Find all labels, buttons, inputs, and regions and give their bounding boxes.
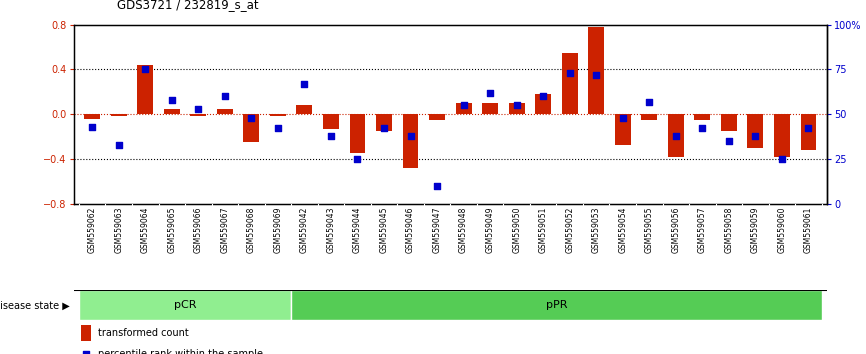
- Point: [324, 133, 338, 138]
- Text: GSM559052: GSM559052: [565, 206, 574, 252]
- Text: GSM559065: GSM559065: [167, 206, 177, 253]
- Text: GSM559050: GSM559050: [512, 206, 521, 253]
- Bar: [747, 114, 763, 148]
- Bar: [376, 114, 392, 131]
- Point: [563, 70, 577, 76]
- Point: [271, 126, 285, 131]
- Text: GSM559046: GSM559046: [406, 206, 415, 253]
- Point: [191, 106, 205, 112]
- Bar: [482, 103, 498, 114]
- Point: [430, 183, 444, 188]
- Text: percentile rank within the sample: percentile rank within the sample: [98, 348, 263, 354]
- Point: [510, 102, 524, 108]
- Bar: [535, 94, 551, 114]
- Text: GSM559043: GSM559043: [326, 206, 335, 253]
- Point: [456, 102, 470, 108]
- Bar: [81, 325, 91, 341]
- Bar: [164, 109, 180, 114]
- Point: [722, 138, 736, 144]
- Bar: [243, 114, 259, 142]
- Bar: [323, 114, 339, 129]
- Text: GSM559062: GSM559062: [87, 206, 97, 252]
- Point: [377, 126, 391, 131]
- Text: GSM559069: GSM559069: [274, 206, 282, 253]
- Bar: [403, 114, 418, 168]
- Point: [536, 93, 550, 99]
- Bar: [721, 114, 737, 131]
- Point: [298, 81, 312, 87]
- Point: [85, 124, 99, 130]
- Text: pPR: pPR: [546, 300, 567, 310]
- Point: [139, 67, 152, 72]
- Bar: [270, 114, 286, 116]
- Bar: [111, 114, 126, 116]
- Bar: [588, 27, 604, 114]
- Text: GSM559067: GSM559067: [220, 206, 229, 253]
- Point: [748, 133, 762, 138]
- Point: [351, 156, 365, 162]
- Bar: [138, 65, 153, 114]
- Point: [616, 115, 630, 121]
- Text: GDS3721 / 232819_s_at: GDS3721 / 232819_s_at: [117, 0, 259, 11]
- Bar: [800, 114, 817, 150]
- Text: GSM559061: GSM559061: [804, 206, 813, 252]
- Text: GSM559055: GSM559055: [645, 206, 654, 253]
- Point: [483, 90, 497, 96]
- Text: transformed count: transformed count: [98, 328, 189, 338]
- Bar: [508, 103, 525, 114]
- Point: [775, 156, 789, 162]
- Text: disease state ▶: disease state ▶: [0, 300, 69, 310]
- Point: [79, 351, 93, 354]
- Text: GSM559064: GSM559064: [141, 206, 150, 253]
- Text: GSM559059: GSM559059: [751, 206, 759, 253]
- Bar: [79, 290, 291, 320]
- Text: GSM559066: GSM559066: [194, 206, 203, 253]
- Text: pCR: pCR: [174, 300, 197, 310]
- Text: GSM559056: GSM559056: [671, 206, 681, 253]
- Text: GSM559058: GSM559058: [724, 206, 734, 252]
- Point: [802, 126, 816, 131]
- Text: GSM559068: GSM559068: [247, 206, 255, 252]
- Bar: [695, 114, 710, 120]
- Text: GSM559048: GSM559048: [459, 206, 469, 252]
- Bar: [615, 114, 630, 145]
- Bar: [642, 114, 657, 120]
- Text: GSM559047: GSM559047: [432, 206, 442, 253]
- Bar: [429, 114, 445, 120]
- Point: [218, 93, 232, 99]
- Point: [244, 115, 258, 121]
- Bar: [216, 109, 233, 114]
- Text: GSM559053: GSM559053: [591, 206, 601, 253]
- Point: [643, 99, 656, 104]
- Bar: [291, 290, 822, 320]
- Text: GSM559057: GSM559057: [698, 206, 707, 253]
- Bar: [774, 114, 790, 156]
- Point: [589, 72, 603, 78]
- Bar: [84, 114, 100, 119]
- Text: GSM559051: GSM559051: [539, 206, 547, 252]
- Point: [669, 133, 682, 138]
- Point: [404, 133, 417, 138]
- Bar: [668, 114, 684, 156]
- Text: GSM559060: GSM559060: [778, 206, 786, 253]
- Text: GSM559044: GSM559044: [353, 206, 362, 253]
- Text: GSM559049: GSM559049: [486, 206, 494, 253]
- Point: [695, 126, 709, 131]
- Point: [112, 142, 126, 147]
- Bar: [562, 53, 578, 114]
- Bar: [456, 103, 472, 114]
- Bar: [350, 114, 365, 153]
- Text: GSM559042: GSM559042: [300, 206, 309, 252]
- Bar: [191, 114, 206, 116]
- Point: [165, 97, 178, 103]
- Text: GSM559045: GSM559045: [379, 206, 389, 253]
- Text: GSM559054: GSM559054: [618, 206, 627, 253]
- Text: GSM559063: GSM559063: [114, 206, 123, 253]
- Bar: [296, 105, 313, 114]
